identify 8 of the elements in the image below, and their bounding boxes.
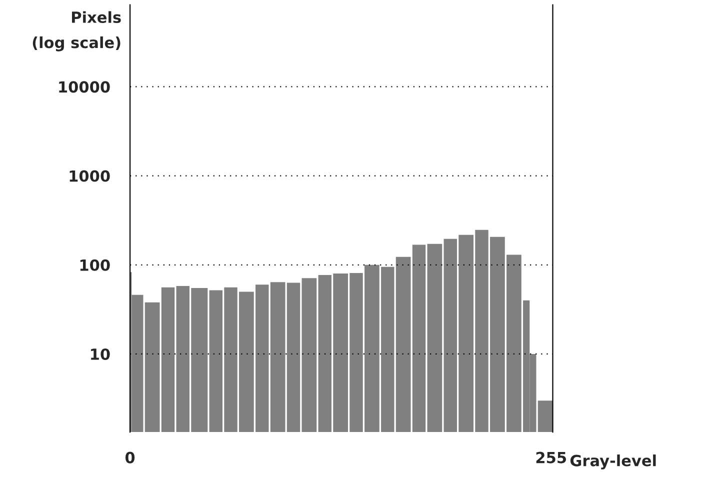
y-axis-title: Pixels (log scale) — [32, 11, 121, 52]
x-tick-label: 0 — [125, 452, 135, 464]
y-tick-label: 100 — [80, 259, 110, 271]
y-tick-label: 1000 — [70, 170, 110, 182]
x-tick-label: 255 — [536, 452, 566, 464]
y-tick-label: 10 — [91, 348, 110, 360]
y-tick-label: 10000 — [59, 81, 110, 93]
x-axis-title: Gray-level — [570, 454, 656, 470]
